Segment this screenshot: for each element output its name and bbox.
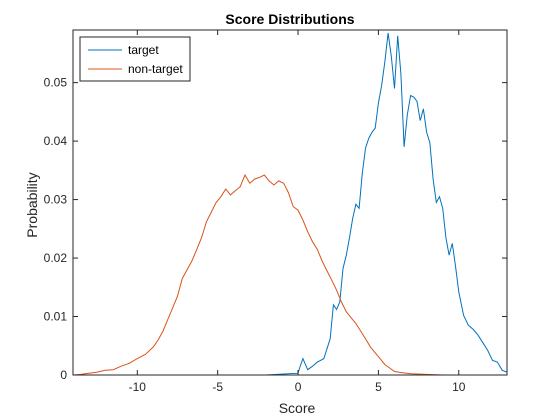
ticks-layer: -10 -5 0 5 10 0 0.01 0.02 0.03 0.04 0.05	[44, 30, 507, 394]
legend-label-target: target	[128, 43, 159, 57]
plot-area	[73, 30, 507, 375]
x-tick-label: -5	[212, 380, 223, 394]
x-tick-label: 5	[375, 380, 382, 394]
series-line-target	[73, 32, 508, 376]
legend: target non-target	[79, 36, 191, 82]
y-axis-label: Probability	[24, 172, 40, 237]
y-tick-label: 0.05	[44, 76, 68, 90]
series-layer	[72, 32, 508, 376]
chart-title: Score Distributions	[225, 11, 354, 27]
x-axis-label: Score	[279, 400, 316, 416]
axes-box	[72, 29, 508, 376]
y-tick-label: 0.02	[44, 251, 68, 265]
x-tick-label: 10	[452, 380, 466, 394]
y-tick-label: 0.04	[44, 134, 68, 148]
legend-label-non-target: non-target	[128, 62, 183, 76]
y-tick-label: 0	[60, 368, 67, 382]
series-line-non-target	[72, 173, 507, 376]
legend-box	[79, 36, 191, 82]
x-tick-label: -10	[129, 380, 147, 394]
y-tick-label: 0.03	[44, 193, 68, 207]
y-tick-label: 0.01	[44, 310, 68, 324]
x-tick-label: 0	[295, 380, 302, 394]
